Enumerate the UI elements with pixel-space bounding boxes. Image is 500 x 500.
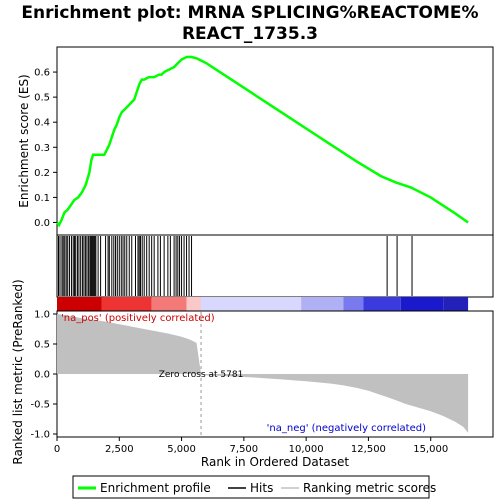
color-bar-segment — [57, 297, 102, 311]
ranking-metric-area — [57, 314, 469, 433]
x-tick-label: 0 — [54, 444, 60, 455]
x-tick-label: 15,000 — [413, 444, 448, 455]
metric-y-tick-label: -0.5 — [30, 400, 50, 411]
metric-y-axis: 1.0 0.5 0.0 -0.5 -1.0 — [30, 310, 57, 441]
color-bar-segment — [186, 297, 202, 311]
metric-y-axis-label: Ranked list metric (PreRanked) — [11, 279, 25, 464]
es-panel-frame — [56, 46, 494, 236]
color-bar-segment — [151, 297, 187, 311]
chart-title-line2: REACT_1735.3 — [182, 24, 318, 44]
color-bar-segment — [363, 297, 401, 311]
es-y-tick-label: 0.1 — [34, 193, 50, 204]
hits-panel-frame — [56, 234, 494, 298]
es-y-tick-label: 0.5 — [34, 93, 50, 104]
color-bar-segment — [400, 297, 444, 311]
x-axis-label: Rank in Ordered Dataset — [201, 455, 349, 469]
es-y-axis: 0.0 0.1 0.2 0.3 0.4 0.5 0.6 — [34, 68, 57, 229]
x-tick-label: 7,500 — [230, 444, 259, 455]
negative-correlation-label: 'na_neg' (negatively correlated) — [267, 423, 426, 434]
x-tick-label: 5,000 — [167, 444, 196, 455]
x-tick-label: 10,000 — [289, 444, 324, 455]
metric-y-tick-label: 0.5 — [34, 340, 50, 351]
zero-cross-label: Zero cross at 5781 — [159, 370, 244, 380]
es-y-tick-label: 0.6 — [34, 68, 50, 79]
es-y-tick-label: 0.0 — [34, 218, 50, 229]
es-y-axis-label: Enrichment score (ES) — [17, 74, 31, 207]
legend-label-metric: Ranking metric scores — [303, 481, 436, 495]
es-y-tick-label: 0.3 — [34, 143, 50, 154]
legend-label-enrichment: Enrichment profile — [100, 481, 211, 495]
rank-color-bar — [57, 297, 469, 311]
color-bar-segment — [201, 297, 302, 311]
color-bar-segment — [301, 297, 344, 311]
legend: Enrichment profile Hits Ranking metric s… — [72, 475, 436, 499]
metric-y-tick-label: 0.0 — [34, 370, 50, 381]
hits-ticks — [57, 236, 413, 296]
metric-y-tick-label: -1.0 — [30, 430, 50, 441]
es-y-tick-label: 0.4 — [34, 118, 50, 129]
legend-label-hits: Hits — [250, 481, 273, 495]
enrichment-profile-line — [56, 55, 469, 228]
es-y-tick-label: 0.2 — [34, 168, 50, 179]
color-bar-segment — [443, 297, 469, 311]
positive-correlation-label: 'na_pos' (positively correlated) — [61, 313, 215, 324]
chart-title-line1: Enrichment plot: MRNA SPLICING%REACTOME% — [21, 3, 478, 23]
metric-y-tick-label: 1.0 — [34, 310, 50, 321]
color-bar-segment — [101, 297, 152, 311]
legend-frame — [72, 475, 430, 499]
color-bar-segment — [343, 297, 364, 311]
x-tick-label: 2,500 — [105, 444, 134, 455]
metric-x-axis: 0 2,500 5,000 7,500 10,000 12,500 15,000 — [54, 437, 448, 455]
x-tick-label: 12,500 — [351, 444, 386, 455]
